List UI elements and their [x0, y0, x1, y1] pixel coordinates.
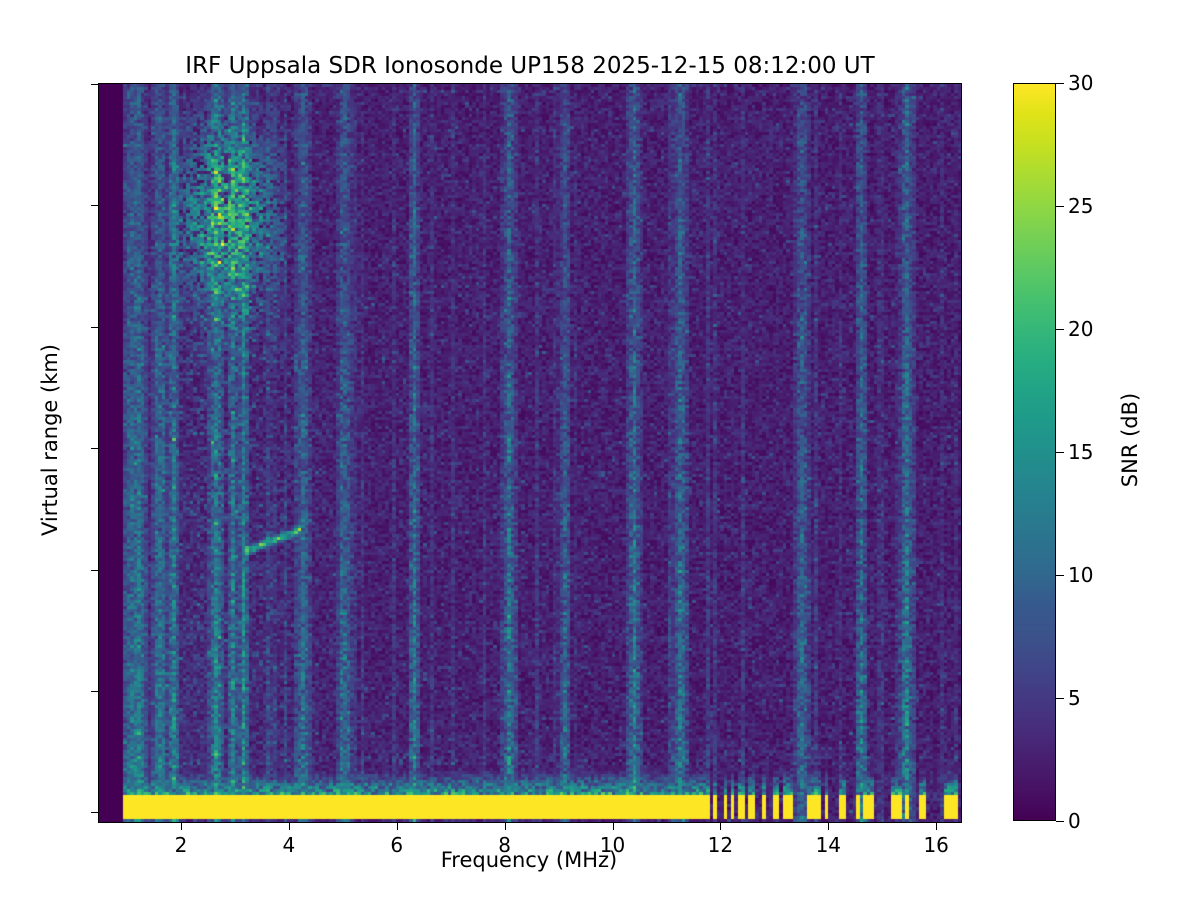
colorbar-tick-mark: [1056, 821, 1064, 822]
x-axis-label: Frequency (MHz): [440, 848, 618, 872]
title-line-1: IRF Uppsala SDR Ionosonde UP158 2025-12-…: [185, 53, 875, 79]
x-tick-label: 10: [599, 833, 626, 857]
colorbar-tick-label: 0: [1068, 809, 1081, 833]
x-tick-mark: [180, 822, 182, 830]
colorbar-tick-label: 30: [1068, 71, 1094, 95]
x-tick-label: 14: [815, 833, 842, 857]
colorbar-tick-label: 25: [1068, 194, 1094, 218]
x-tick-label: 12: [707, 833, 734, 857]
ionogram-heatmap[interactable]: [99, 84, 961, 822]
y-tick-mark: [91, 205, 99, 207]
x-tick-mark: [828, 822, 830, 830]
y-tick-mark: [91, 448, 99, 450]
x-tick-mark: [504, 822, 506, 830]
x-tick-label: 8: [498, 833, 511, 857]
colorbar-tick-mark: [1056, 83, 1064, 84]
colorbar-label: SNR (dB): [1118, 392, 1142, 488]
colorbar-tick-mark: [1056, 206, 1064, 207]
x-tick-mark: [396, 822, 398, 830]
colorbar-container: 0 5 10 15 20 25 30: [1013, 73, 1093, 831]
y-axis-label: Virtual range (km): [38, 343, 62, 537]
x-tick-label: 16: [923, 833, 949, 857]
y-tick-mark: [91, 569, 99, 571]
y-tick-mark: [91, 690, 99, 692]
colorbar-tick-mark: [1056, 452, 1064, 453]
x-tick-mark: [720, 822, 722, 830]
colorbar-tick-label: 15: [1068, 440, 1094, 464]
colorbar-gradient: [1013, 83, 1056, 821]
x-tick-mark: [288, 822, 290, 830]
x-tick-label: 2: [174, 833, 188, 857]
colorbar-tick-mark: [1056, 329, 1064, 330]
x-tick-label: 6: [390, 833, 404, 857]
colorbar-tick-mark: [1056, 575, 1064, 576]
y-tick-mark: [91, 84, 99, 85]
x-tick-label: 4: [282, 833, 296, 857]
colorbar-tick-mark: [1056, 698, 1064, 699]
colorbar-tick-label: 20: [1068, 317, 1094, 341]
colorbar-tick-label: 10: [1068, 563, 1094, 587]
y-tick-mark: [91, 326, 99, 328]
x-tick-mark: [612, 822, 614, 830]
colorbar-tick-label: 5: [1068, 686, 1081, 710]
x-tick-mark: [936, 822, 938, 830]
y-tick-mark: [91, 812, 99, 814]
